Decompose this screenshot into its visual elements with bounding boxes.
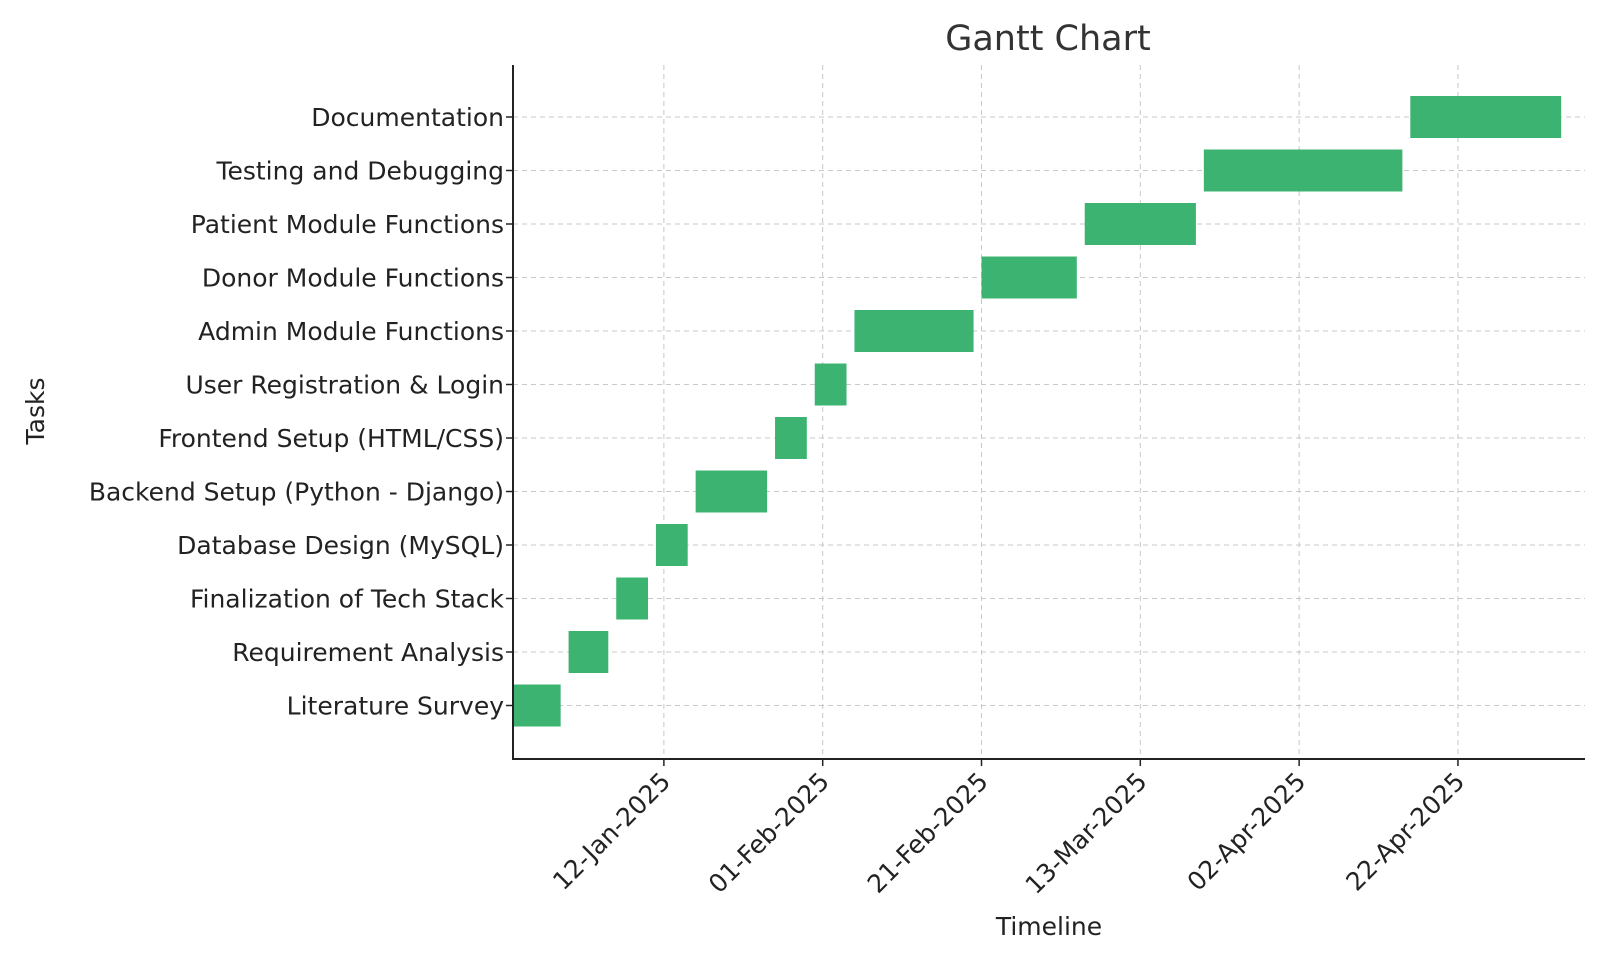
task-label: Frontend Setup (HTML/CSS): [158, 424, 504, 453]
task-label: Backend Setup (Python - Django): [89, 478, 504, 507]
x-tick-label: 12-Jan-2025: [547, 767, 676, 896]
task-label: Patient Module Functions: [191, 210, 504, 239]
grid-layer: [513, 65, 1585, 759]
axis-layer: [506, 65, 1585, 766]
task-label: Finalization of Tech Stack: [190, 585, 505, 614]
label-layer: 12-Jan-2025 01-Feb-2025 21-Feb-2025 13-Mar-…: [89, 103, 1470, 900]
task-label: Donor Module Functions: [202, 264, 504, 293]
task-bar: [1410, 96, 1562, 138]
x-tick-label: 22-Apr-2025: [1340, 767, 1470, 897]
task-bar: [655, 524, 688, 566]
task-label: Database Design (MySQL): [177, 531, 504, 560]
task-bar: [616, 577, 648, 620]
chart-title: Gantt Chart: [945, 19, 1151, 59]
task-label: Documentation: [311, 103, 504, 132]
task-label: Literature Survey: [287, 692, 505, 721]
task-label: User Registration & Login: [185, 371, 504, 400]
task-label: Requirement Analysis: [232, 638, 504, 667]
task-bar: [814, 363, 847, 406]
x-tick-label: 21-Feb-2025: [862, 767, 994, 899]
task-label: Testing and Debugging: [215, 157, 504, 186]
task-bar: [1084, 203, 1196, 245]
task-bar: [981, 256, 1077, 299]
task-bar: [854, 310, 974, 352]
bar-layer: [513, 96, 1562, 727]
task-bar: [568, 631, 609, 673]
task-bar: [775, 417, 807, 459]
task-label: Admin Module Functions: [198, 317, 504, 346]
task-bar: [513, 684, 561, 727]
y-axis-title: Tasks: [21, 378, 50, 446]
x-tick-label: 13-Mar-2025: [1020, 767, 1153, 900]
x-tick-label: 01-Feb-2025: [703, 767, 835, 899]
x-tick-label: 02-Apr-2025: [1182, 767, 1312, 897]
task-bar: [695, 470, 768, 513]
x-axis-title: Timeline: [995, 912, 1102, 941]
task-bar: [1203, 149, 1403, 192]
